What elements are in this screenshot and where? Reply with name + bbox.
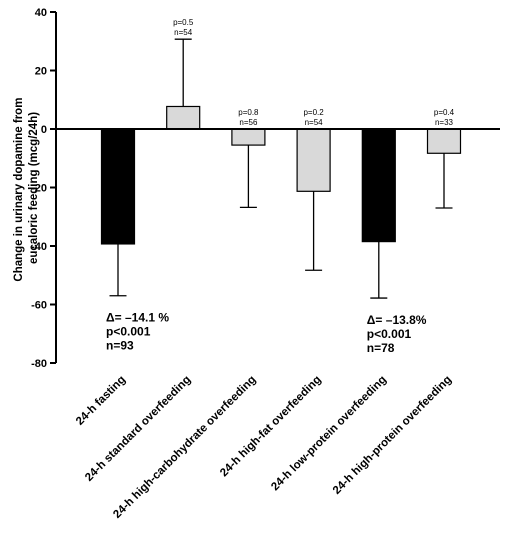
x-tick-label: 24-h high-protein overfeeding	[331, 374, 454, 497]
significance-annotation: Δ= –13.8%	[367, 313, 427, 327]
x-tick-label: 24-h fasting	[74, 374, 128, 428]
bar	[361, 128, 396, 243]
annotations: Δ= –14.1 %p<0.001n=93p=0.5n=54p=0.8n=56p…	[106, 18, 455, 355]
y-tick-label: 0	[41, 124, 47, 136]
significance-annotation: Δ= –14.1 %	[106, 311, 169, 325]
bar-annotation: p=0.8	[238, 108, 259, 117]
bar	[166, 105, 201, 130]
bar	[426, 128, 462, 154]
y-tick-label: -80	[31, 358, 47, 370]
y-tick-label: -40	[31, 241, 47, 253]
significance-annotation: p<0.001	[106, 325, 151, 339]
significance-annotation: n=78	[367, 341, 395, 355]
bar-annotation: p=0.5	[173, 18, 194, 27]
y-tick-label: -20	[31, 183, 47, 195]
y-axis: -80 -60 -40 -20 0 20 40	[31, 7, 57, 370]
bar	[100, 128, 136, 245]
y-tick-label: 40	[35, 7, 47, 19]
bar-annotation: n=54	[305, 118, 324, 127]
y-tick-label: 20	[35, 66, 47, 78]
bar-annotation: p=0.2	[303, 108, 324, 117]
bar-annotation: p=0.4	[434, 108, 455, 117]
significance-annotation: n=93	[106, 339, 134, 353]
bars	[56, 38, 500, 299]
bar-annotation: n=33	[435, 118, 454, 127]
bar	[296, 128, 331, 192]
y-axis-label-line-1: Change in urinary dopamine from	[13, 98, 25, 282]
y-axis-label: Change in urinary dopamine from eucalori…	[13, 94, 40, 281]
x-tick-label: 24-h high-carbohydrate overfeeding	[111, 374, 258, 521]
bar-annotation: n=54	[174, 28, 193, 37]
y-axis-label-line-2: eucaloric feeding (mcg/24h)	[28, 112, 40, 264]
significance-annotation: p<0.001	[367, 327, 412, 341]
y-tick-label: -60	[31, 300, 47, 312]
bar-annotation: n=56	[239, 118, 258, 127]
bar	[231, 128, 266, 146]
x-tick-label: 24-h standard overfeeding	[83, 374, 193, 484]
x-tick-label: 24-h low-protein overfeeding	[269, 374, 389, 494]
